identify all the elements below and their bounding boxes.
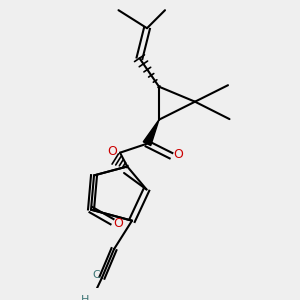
Text: O: O [114,217,124,230]
Polygon shape [143,120,159,146]
Text: O: O [108,145,117,158]
Text: O: O [174,148,183,161]
Text: H: H [81,295,89,300]
Text: C: C [93,270,101,280]
